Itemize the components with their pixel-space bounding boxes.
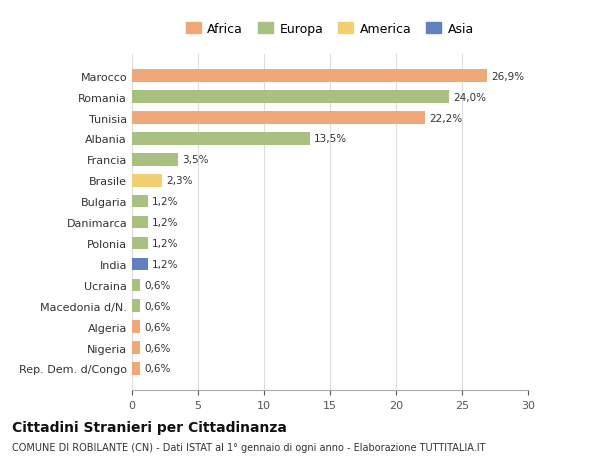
Bar [132,237,148,250]
Bar [132,174,163,187]
Bar [132,133,310,146]
Bar [132,70,487,83]
Bar [132,258,148,271]
Bar [132,216,148,229]
Bar [132,91,449,104]
Bar [132,154,178,166]
Text: 1,2%: 1,2% [152,259,178,269]
Text: 1,2%: 1,2% [152,218,178,228]
Text: 0,6%: 0,6% [144,301,170,311]
Bar [132,341,140,354]
Text: Cittadini Stranieri per Cittadinanza: Cittadini Stranieri per Cittadinanza [12,420,287,435]
Text: 22,2%: 22,2% [429,113,462,123]
Bar [132,321,140,333]
Legend: Africa, Europa, America, Asia: Africa, Europa, America, Asia [181,18,479,41]
Text: COMUNE DI ROBILANTE (CN) - Dati ISTAT al 1° gennaio di ogni anno - Elaborazione : COMUNE DI ROBILANTE (CN) - Dati ISTAT al… [12,442,485,452]
Text: 0,6%: 0,6% [144,364,170,374]
Text: 0,6%: 0,6% [144,322,170,332]
Text: 24,0%: 24,0% [453,92,486,102]
Text: 3,5%: 3,5% [182,155,209,165]
Bar [132,279,140,291]
Text: 0,6%: 0,6% [144,343,170,353]
Text: 26,9%: 26,9% [491,72,524,82]
Text: 0,6%: 0,6% [144,280,170,290]
Text: 1,2%: 1,2% [152,197,178,207]
Bar [132,112,425,124]
Text: 1,2%: 1,2% [152,239,178,248]
Text: 2,3%: 2,3% [166,176,193,186]
Bar [132,196,148,208]
Bar [132,300,140,312]
Bar [132,363,140,375]
Text: 13,5%: 13,5% [314,134,347,144]
